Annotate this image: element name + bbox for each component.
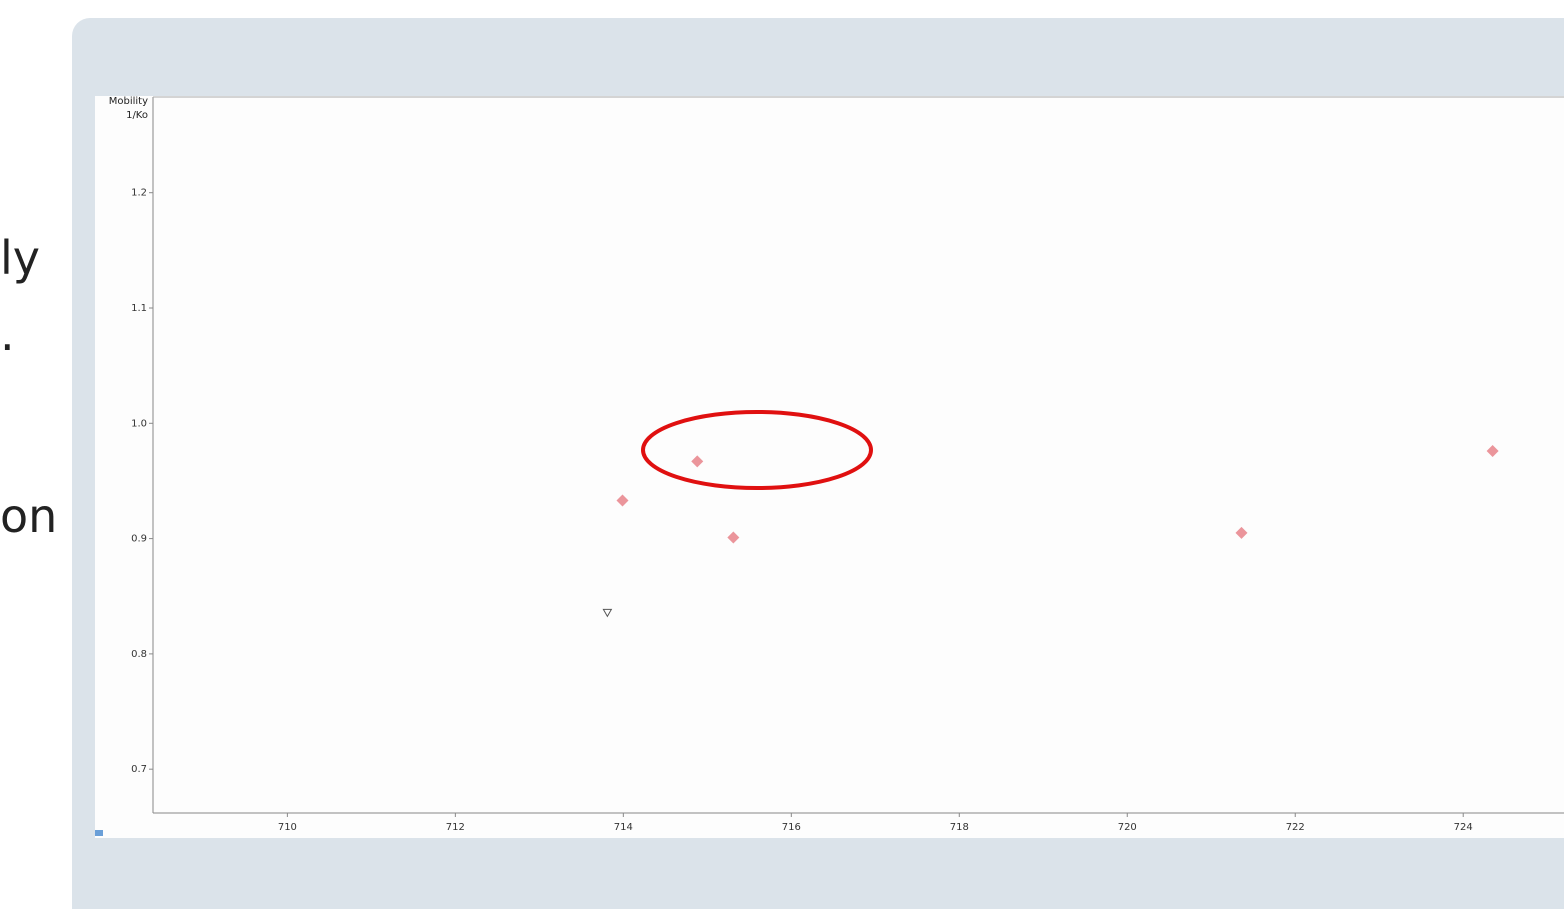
x-tick-label: 724	[1454, 822, 1473, 833]
y-tick-label: 1.2	[131, 188, 147, 199]
x-tick-label: 714	[614, 822, 633, 833]
y-tick-label: 0.7	[131, 764, 147, 775]
plot-window	[95, 96, 1564, 838]
x-tick-label: 710	[278, 822, 297, 833]
window-icon	[95, 830, 103, 836]
slide-text: .	[0, 307, 15, 361]
x-tick-label: 722	[1286, 822, 1305, 833]
x-tick-label: 718	[950, 822, 969, 833]
x-tick-label: 716	[782, 822, 801, 833]
slide-text: on	[0, 489, 57, 543]
y-tick-label: 1.1	[131, 303, 147, 314]
page: ly . on Mobility 1/Ko 0.7 0.8 0.9 1.0 1.1 1.2…	[0, 0, 1564, 909]
x-tick-label: 712	[446, 822, 465, 833]
slide-text: ly	[0, 231, 40, 285]
y-axis-label: Mobility	[109, 96, 148, 107]
y-tick-label: 0.9	[131, 534, 147, 545]
x-tick-label: 720	[1118, 822, 1137, 833]
y-tick-label: 1.0	[131, 418, 147, 429]
slide: ly . on Mobility 1/Ko 0.7 0.8 0.9 1.0 1.1 1.2…	[0, 0, 1564, 909]
y-tick-label: 0.8	[131, 649, 147, 660]
y-axis-label: 1/Ko	[126, 110, 148, 121]
